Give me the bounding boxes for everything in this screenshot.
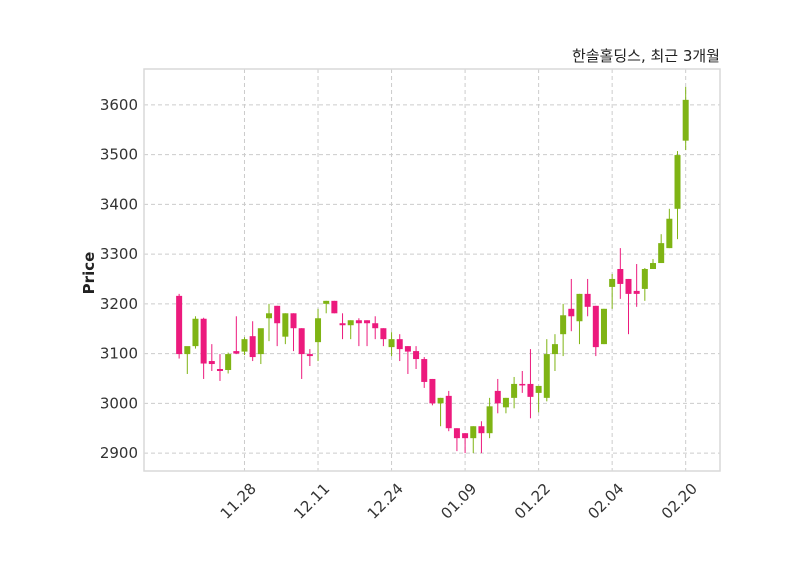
candle-up: [470, 426, 477, 439]
candle-up: [257, 328, 264, 355]
candle-down: [290, 313, 297, 329]
candle-up: [486, 406, 493, 434]
candle-down: [404, 346, 411, 352]
candle-down: [421, 359, 428, 382]
candle-down: [478, 426, 485, 434]
candle-up: [641, 269, 648, 289]
plot-frame: [143, 68, 721, 472]
candle-up: [266, 313, 273, 319]
candle-down: [494, 390, 501, 404]
x-tick-label: 12.24: [364, 480, 407, 523]
y-tick-label: 2900: [100, 444, 138, 462]
candle-down: [298, 328, 305, 355]
candle-down: [233, 351, 240, 354]
candle-down: [453, 428, 460, 439]
y-tick-label: 3600: [100, 96, 138, 114]
candle-down: [331, 300, 338, 314]
candle-down: [625, 278, 632, 294]
grid: [144, 69, 720, 471]
candle-up: [323, 300, 330, 304]
x-tick-label: 11.28: [217, 480, 260, 523]
candle-up: [674, 155, 681, 209]
candle-up: [658, 243, 665, 264]
y-tick-label: 3500: [100, 146, 138, 164]
x-tick-label: 02.04: [584, 480, 627, 523]
candle-down: [584, 293, 591, 307]
candle-up: [666, 218, 673, 249]
candle-up: [241, 339, 248, 352]
candle-up: [192, 318, 199, 347]
candle-down: [364, 320, 371, 324]
candle-down: [633, 290, 640, 294]
candle-up: [437, 397, 444, 404]
candle-up: [650, 263, 657, 270]
candle-up: [184, 346, 191, 355]
candle-down: [429, 378, 436, 404]
x-tick-label: 02.20: [658, 480, 701, 523]
candle-up: [502, 397, 509, 408]
candle-down: [396, 339, 403, 350]
candle-down: [306, 354, 313, 357]
candle-up: [388, 339, 395, 348]
candle-down: [216, 369, 223, 371]
candle-down: [200, 318, 207, 364]
candle-up: [560, 315, 567, 335]
candle-down: [380, 328, 387, 340]
candle-down: [249, 336, 256, 358]
candle-down: [568, 308, 575, 317]
candle-down: [462, 433, 469, 439]
candle-up: [551, 344, 558, 355]
candle-down: [176, 295, 183, 355]
candle-down: [592, 305, 599, 348]
candle-up: [282, 313, 289, 337]
y-tick-label: 3000: [100, 394, 138, 412]
x-tick-label: 12.11: [290, 480, 333, 523]
candle-up: [543, 354, 550, 398]
x-tick-label: 01.09: [437, 480, 480, 523]
candle-up: [225, 354, 232, 371]
candle-up: [682, 99, 689, 141]
candle-up: [600, 308, 607, 345]
y-axis-label: Price: [80, 252, 98, 295]
x-ticks: 11.28 12.11 12.24 01.09 01.22 02.04 02.20: [217, 480, 701, 523]
candle-down: [274, 305, 281, 324]
y-tick-label: 3100: [100, 345, 138, 363]
candle-down: [339, 323, 346, 326]
x-tick-label: 01.22: [511, 480, 554, 523]
y-ticks: 2900 3000 3100 3200 3300 3400 3500 3600: [100, 96, 138, 462]
y-tick-label: 3300: [100, 245, 138, 263]
candle-up: [315, 318, 322, 343]
candle-down: [527, 383, 534, 397]
candles: [176, 86, 689, 454]
candle-down: [413, 351, 420, 360]
chart-title: 한솔홀딩스, 최근 3개월: [572, 47, 720, 65]
candle-down: [208, 361, 215, 365]
candle-up: [609, 278, 616, 287]
candle-down: [355, 320, 362, 324]
candle-up: [511, 383, 518, 398]
candle-up: [576, 293, 583, 322]
y-tick-label: 3200: [100, 295, 138, 313]
candle-up: [535, 385, 542, 393]
candle-down: [445, 395, 452, 429]
candle-down: [519, 383, 526, 386]
candle-up: [347, 320, 354, 326]
candle-down: [617, 269, 624, 284]
candle-down: [372, 323, 379, 329]
y-tick-label: 3400: [100, 195, 138, 213]
